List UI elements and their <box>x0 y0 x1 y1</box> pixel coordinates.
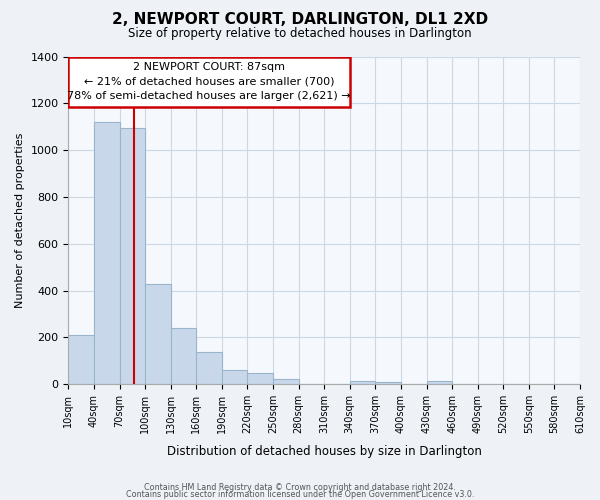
Bar <box>222 370 247 384</box>
FancyBboxPatch shape <box>68 56 350 107</box>
Text: 2, NEWPORT COURT, DARLINGTON, DL1 2XD: 2, NEWPORT COURT, DARLINGTON, DL1 2XD <box>112 12 488 28</box>
Bar <box>247 374 273 384</box>
Text: Contains public sector information licensed under the Open Government Licence v3: Contains public sector information licen… <box>126 490 474 499</box>
Bar <box>273 379 299 384</box>
Bar <box>350 381 376 384</box>
Text: Size of property relative to detached houses in Darlington: Size of property relative to detached ho… <box>128 28 472 40</box>
X-axis label: Distribution of detached houses by size in Darlington: Distribution of detached houses by size … <box>167 444 482 458</box>
Bar <box>376 382 401 384</box>
Bar <box>119 128 145 384</box>
Y-axis label: Number of detached properties: Number of detached properties <box>15 132 25 308</box>
Bar <box>94 122 119 384</box>
Text: 2 NEWPORT COURT: 87sqm
← 21% of detached houses are smaller (700)
78% of semi-de: 2 NEWPORT COURT: 87sqm ← 21% of detached… <box>67 62 351 102</box>
Bar <box>196 352 222 384</box>
Bar <box>171 328 196 384</box>
Bar <box>145 284 171 384</box>
Text: Contains HM Land Registry data © Crown copyright and database right 2024.: Contains HM Land Registry data © Crown c… <box>144 484 456 492</box>
Bar <box>427 382 452 384</box>
Bar <box>68 335 94 384</box>
